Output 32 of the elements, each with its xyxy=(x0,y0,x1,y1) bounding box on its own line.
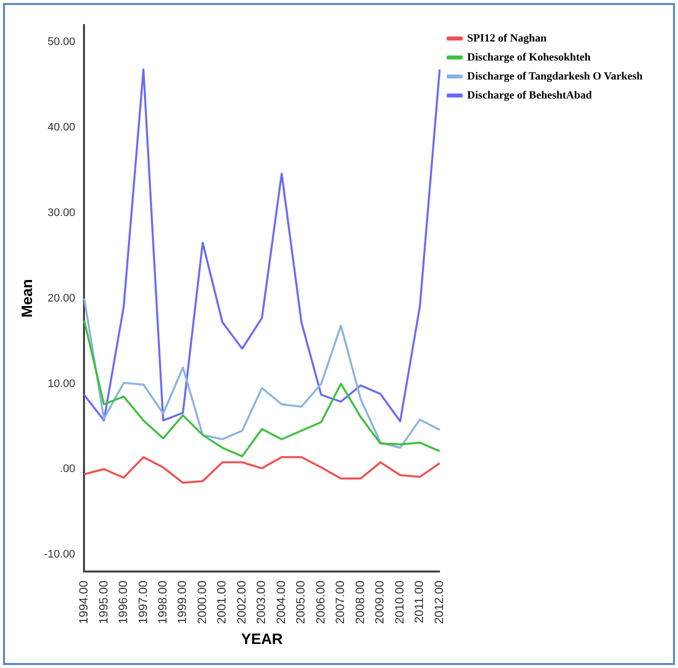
x-tick-label: 2011.00 xyxy=(412,580,426,624)
x-tick-label: 1998.00 xyxy=(156,580,170,624)
x-tick-label: 2009.00 xyxy=(372,580,387,624)
x-tick-label: 1994.00 xyxy=(76,580,90,624)
x-tick-label: 2001.00 xyxy=(214,580,229,624)
x-tick-label: 2005.00 xyxy=(294,580,308,624)
x-tick-label: 2007.00 xyxy=(333,580,348,624)
x-tick-label: 2006.00 xyxy=(313,580,328,624)
legend-label: Discharge of BeheshtAbad xyxy=(467,89,592,102)
y-tick-label: .00 xyxy=(60,463,76,476)
x-tick-label: 2004.00 xyxy=(274,580,288,624)
x-tick-label: 1999.00 xyxy=(175,580,190,624)
y-tick-label: 40.00 xyxy=(48,122,76,134)
x-tick-label: 2003.00 xyxy=(254,580,268,624)
legend-label: SPI12 of Naghan xyxy=(467,32,547,44)
legend-label: Discharge of Kohesokhteh xyxy=(467,51,591,64)
x-tick-label: 2008.00 xyxy=(352,580,367,624)
x-tick-label: 2000.00 xyxy=(195,580,209,624)
x-tick-label: 2010.00 xyxy=(392,580,406,624)
y-tick-label: 10.00 xyxy=(48,378,76,390)
x-tick-label: 1997.00 xyxy=(136,580,150,624)
x-tick-label: 1995.00 xyxy=(96,580,110,624)
y-tick-label: -10.00 xyxy=(44,548,76,561)
y-axis-title: Mean xyxy=(19,279,36,318)
legend-label: Discharge of Tangdarkesh O Varkesh xyxy=(467,70,643,82)
x-tick-label: 1996.00 xyxy=(116,580,130,624)
y-tick-label: 30.00 xyxy=(48,206,76,219)
x-tick-label: 2002.00 xyxy=(234,580,248,624)
x-axis-title: YEAR xyxy=(241,631,283,648)
y-tick-label: 20.00 xyxy=(48,292,76,304)
y-tick-label: 50.00 xyxy=(48,36,76,48)
x-tick-label: 2012.00 xyxy=(432,580,446,624)
